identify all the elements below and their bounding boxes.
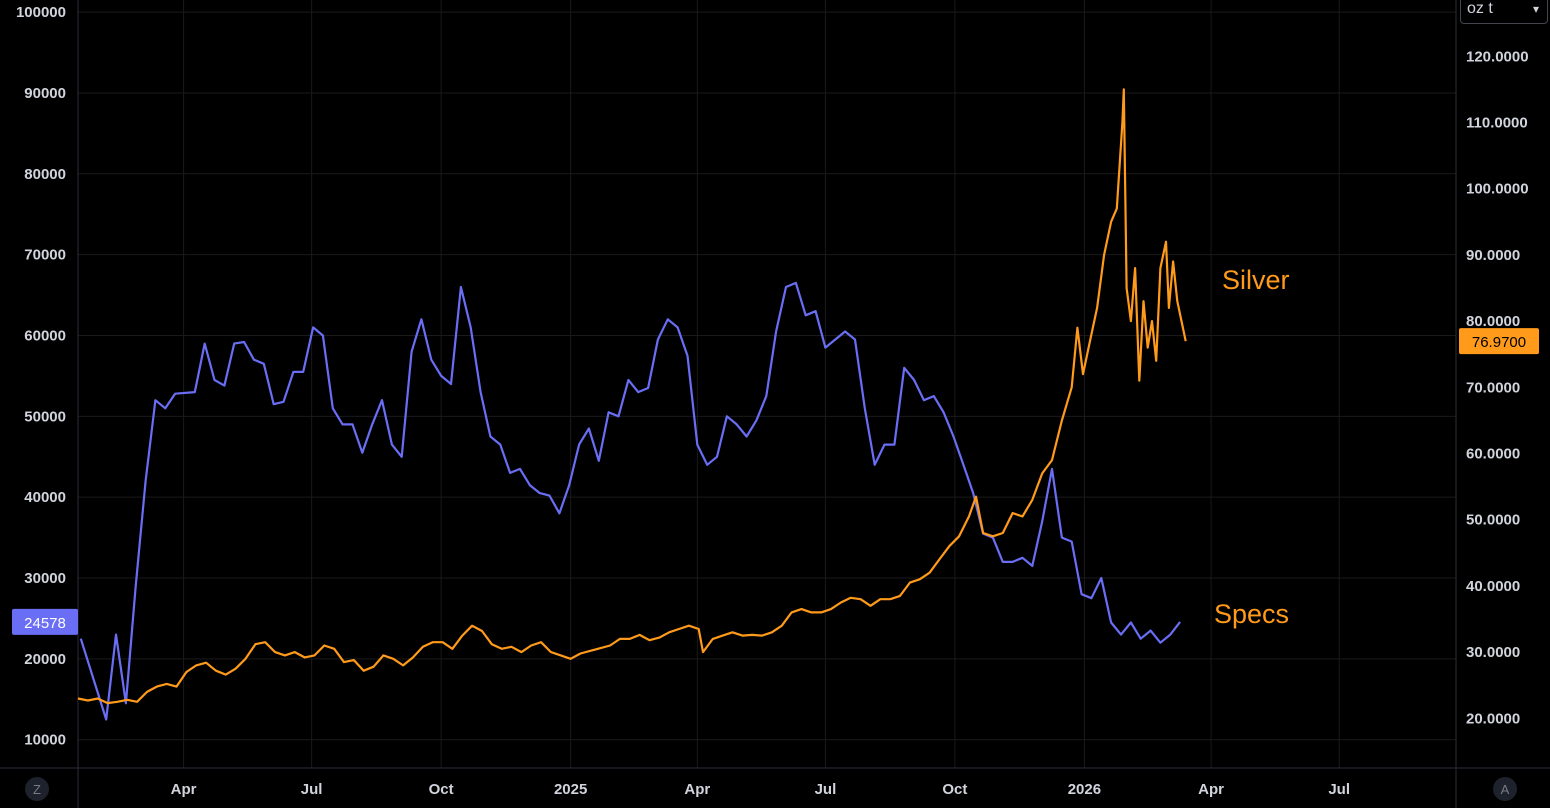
x-tick-label: Jul xyxy=(815,781,837,798)
left-tick-label: 40000 xyxy=(24,489,66,506)
right-tick-label: 100.0000 xyxy=(1466,181,1529,198)
right-tick-label: 70.0000 xyxy=(1466,379,1520,396)
x-tick-label: Jul xyxy=(1328,781,1350,798)
chevron-down-icon: ▾ xyxy=(1532,2,1539,16)
annotation-specs: Specs xyxy=(1214,599,1289,629)
left-tick-label: 100000 xyxy=(16,4,66,21)
right-tick-label: 60.0000 xyxy=(1466,446,1520,463)
right-axis-ticks: 20.0000 30.0000 40.0000 50.0000 60.0000 70.00… xyxy=(1466,48,1529,727)
annotation-silver: Silver xyxy=(1222,265,1290,295)
series-line-specs xyxy=(79,281,1181,721)
x-tick-label: Jul xyxy=(301,781,323,798)
unit-select-value: oz t xyxy=(1467,0,1493,17)
timezone-button[interactable]: Z xyxy=(25,777,49,801)
series-line-silver xyxy=(77,88,1187,705)
left-tick-label: 90000 xyxy=(24,85,66,102)
left-tick-label: 80000 xyxy=(24,166,66,183)
right-tick-label: 40.0000 xyxy=(1466,578,1520,595)
x-tick-label: Apr xyxy=(1198,781,1224,798)
right-tick-label: 120.0000 xyxy=(1466,48,1529,65)
right-tick-label: 90.0000 xyxy=(1466,247,1520,264)
last-value-silver: 76.9700 xyxy=(1472,334,1526,351)
last-value-badge-specs xyxy=(12,608,78,635)
unit-select[interactable]: oz t ▾ xyxy=(1460,0,1548,24)
right-tick-label: 30.0000 xyxy=(1466,644,1520,661)
left-tick-label: 20000 xyxy=(24,651,66,668)
x-axis-ticks: Apr Jul Oct 2025 Apr Jul Oct 2026 Apr Jul xyxy=(171,781,1350,798)
last-value-specs: 24578 xyxy=(24,615,66,632)
left-tick-label: 10000 xyxy=(24,732,66,749)
x-tick-label: Oct xyxy=(429,781,454,798)
left-axis-ticks: 10000 20000 30000 40000 50000 60000 70000 80000… xyxy=(16,4,66,749)
series-layer xyxy=(77,88,1187,721)
grid xyxy=(78,0,1456,768)
x-tick-label: Apr xyxy=(684,781,710,798)
right-tick-label: 20.0000 xyxy=(1466,710,1520,727)
right-tick-label: 50.0000 xyxy=(1466,512,1520,529)
x-tick-label: 2026 xyxy=(1068,781,1101,798)
last-value-labels: 24578 76.9700 xyxy=(12,328,1539,635)
x-tick-label: Oct xyxy=(942,781,967,798)
x-tick-label: Apr xyxy=(171,781,197,798)
left-tick-label: 60000 xyxy=(24,327,66,344)
left-tick-label: 30000 xyxy=(24,570,66,587)
right-tick-label: 80.0000 xyxy=(1466,313,1520,330)
auto-scale-button[interactable]: A xyxy=(1493,777,1517,801)
last-value-badge-silver xyxy=(1459,328,1539,355)
left-tick-label: 50000 xyxy=(24,408,66,425)
left-tick-label: 70000 xyxy=(24,247,66,264)
x-tick-label: 2025 xyxy=(554,781,587,798)
right-tick-label: 110.0000 xyxy=(1466,114,1528,131)
